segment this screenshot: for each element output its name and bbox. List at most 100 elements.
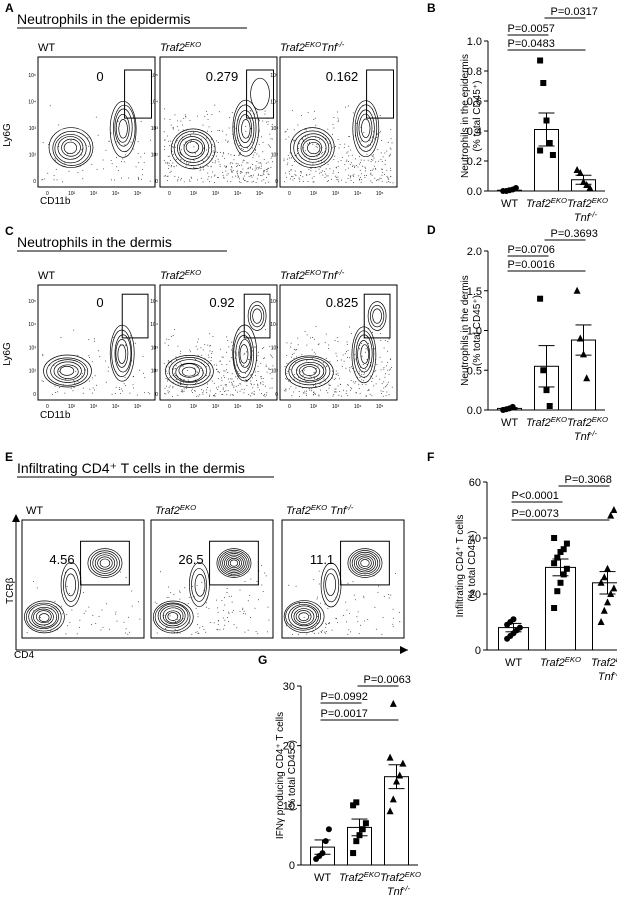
event-dot <box>233 385 235 387</box>
event-dot <box>173 594 175 596</box>
gate-percentage: 0.92 <box>209 295 234 310</box>
event-dot <box>264 182 266 184</box>
event-dot <box>93 389 95 391</box>
event-dot <box>298 142 300 144</box>
event-dot <box>313 118 315 120</box>
contour-ring <box>296 361 325 381</box>
event-dot <box>239 178 241 180</box>
event-dot <box>67 153 69 155</box>
event-dot <box>392 182 394 184</box>
event-dot <box>180 350 182 352</box>
event-dot <box>311 358 313 360</box>
event-dot <box>168 386 170 388</box>
event-dot <box>224 370 226 372</box>
x-tick-label: 10⁴ <box>112 404 120 410</box>
event-dot <box>318 168 320 170</box>
event-dot <box>301 138 303 140</box>
event-dot <box>215 140 217 142</box>
event-dot <box>62 181 64 183</box>
event-dot <box>199 166 201 168</box>
event-dot <box>222 356 224 358</box>
event-dot <box>319 172 321 174</box>
event-dot <box>73 379 75 381</box>
event-dot <box>174 621 176 623</box>
event-dot <box>260 167 262 169</box>
event-dot <box>367 619 369 621</box>
y-tick-label: 0 <box>33 392 36 398</box>
event-dot <box>388 180 390 182</box>
event-dot <box>294 161 296 163</box>
gate-contour <box>372 308 382 324</box>
event-dot <box>387 176 389 178</box>
event-dot <box>177 619 179 621</box>
event-dot <box>346 390 348 392</box>
p-value-label: P=0.3068 <box>565 474 612 486</box>
event-dot <box>315 145 317 147</box>
event-dot <box>199 627 201 629</box>
event-dot <box>313 376 315 378</box>
event-dot <box>328 180 330 182</box>
event-dot <box>213 622 215 624</box>
y-tick-label: 30 <box>283 681 295 693</box>
event-dot <box>225 139 227 141</box>
event-dot <box>143 152 145 154</box>
event-dot <box>263 170 265 172</box>
data-point-triangle <box>580 350 587 358</box>
gate-contour <box>224 554 244 572</box>
event-dot <box>343 360 345 362</box>
event-dot <box>237 175 239 177</box>
event-dot <box>169 155 171 157</box>
event-dot <box>167 392 169 394</box>
event-dot <box>264 395 266 397</box>
event-dot <box>175 378 177 380</box>
event-dot <box>324 161 326 163</box>
event-dot <box>290 342 292 344</box>
event-dot <box>366 358 368 360</box>
event-dot <box>287 162 289 164</box>
event-dot <box>166 175 168 177</box>
event-dot <box>337 161 339 163</box>
event-dot <box>232 162 234 164</box>
event-dot <box>91 377 93 379</box>
event-dot <box>242 178 244 180</box>
event-dot <box>218 111 220 113</box>
p-value-label: P=0.0057 <box>508 23 555 35</box>
event-dot <box>220 384 222 386</box>
event-dot <box>353 594 355 596</box>
event-dot <box>246 162 248 164</box>
event-dot <box>219 360 221 362</box>
event-dot <box>58 387 60 389</box>
event-dot <box>182 124 184 126</box>
contour-ring <box>170 128 216 170</box>
gate-contour <box>87 548 123 578</box>
event-dot <box>163 614 165 616</box>
event-dot <box>350 177 352 179</box>
event-dot <box>267 121 269 123</box>
contour-ring <box>115 113 130 143</box>
event-dot <box>378 585 380 587</box>
event-dot <box>382 156 384 158</box>
event-dot <box>244 372 246 374</box>
event-dot <box>224 624 226 626</box>
event-dot <box>328 384 330 386</box>
event-dot <box>89 388 91 390</box>
event-dot <box>132 148 134 150</box>
event-dot <box>235 175 237 177</box>
event-dot <box>217 177 219 179</box>
event-dot <box>197 374 199 376</box>
x-arrowhead-e <box>400 646 408 654</box>
event-dot <box>337 622 339 624</box>
event-dot <box>239 383 241 385</box>
x-tick-label: 10² <box>190 404 198 410</box>
gate-contour <box>347 548 383 578</box>
event-dot <box>251 392 253 394</box>
y-axis-label-e: TCRβ <box>5 577 16 604</box>
contour-ring <box>181 366 197 377</box>
x-tick-label: 10³ <box>212 404 220 410</box>
event-dot <box>379 177 381 179</box>
event-dot <box>91 623 93 625</box>
event-dot <box>115 611 117 613</box>
event-dot <box>359 348 361 350</box>
event-dot <box>259 129 261 131</box>
event-dot <box>202 161 204 163</box>
